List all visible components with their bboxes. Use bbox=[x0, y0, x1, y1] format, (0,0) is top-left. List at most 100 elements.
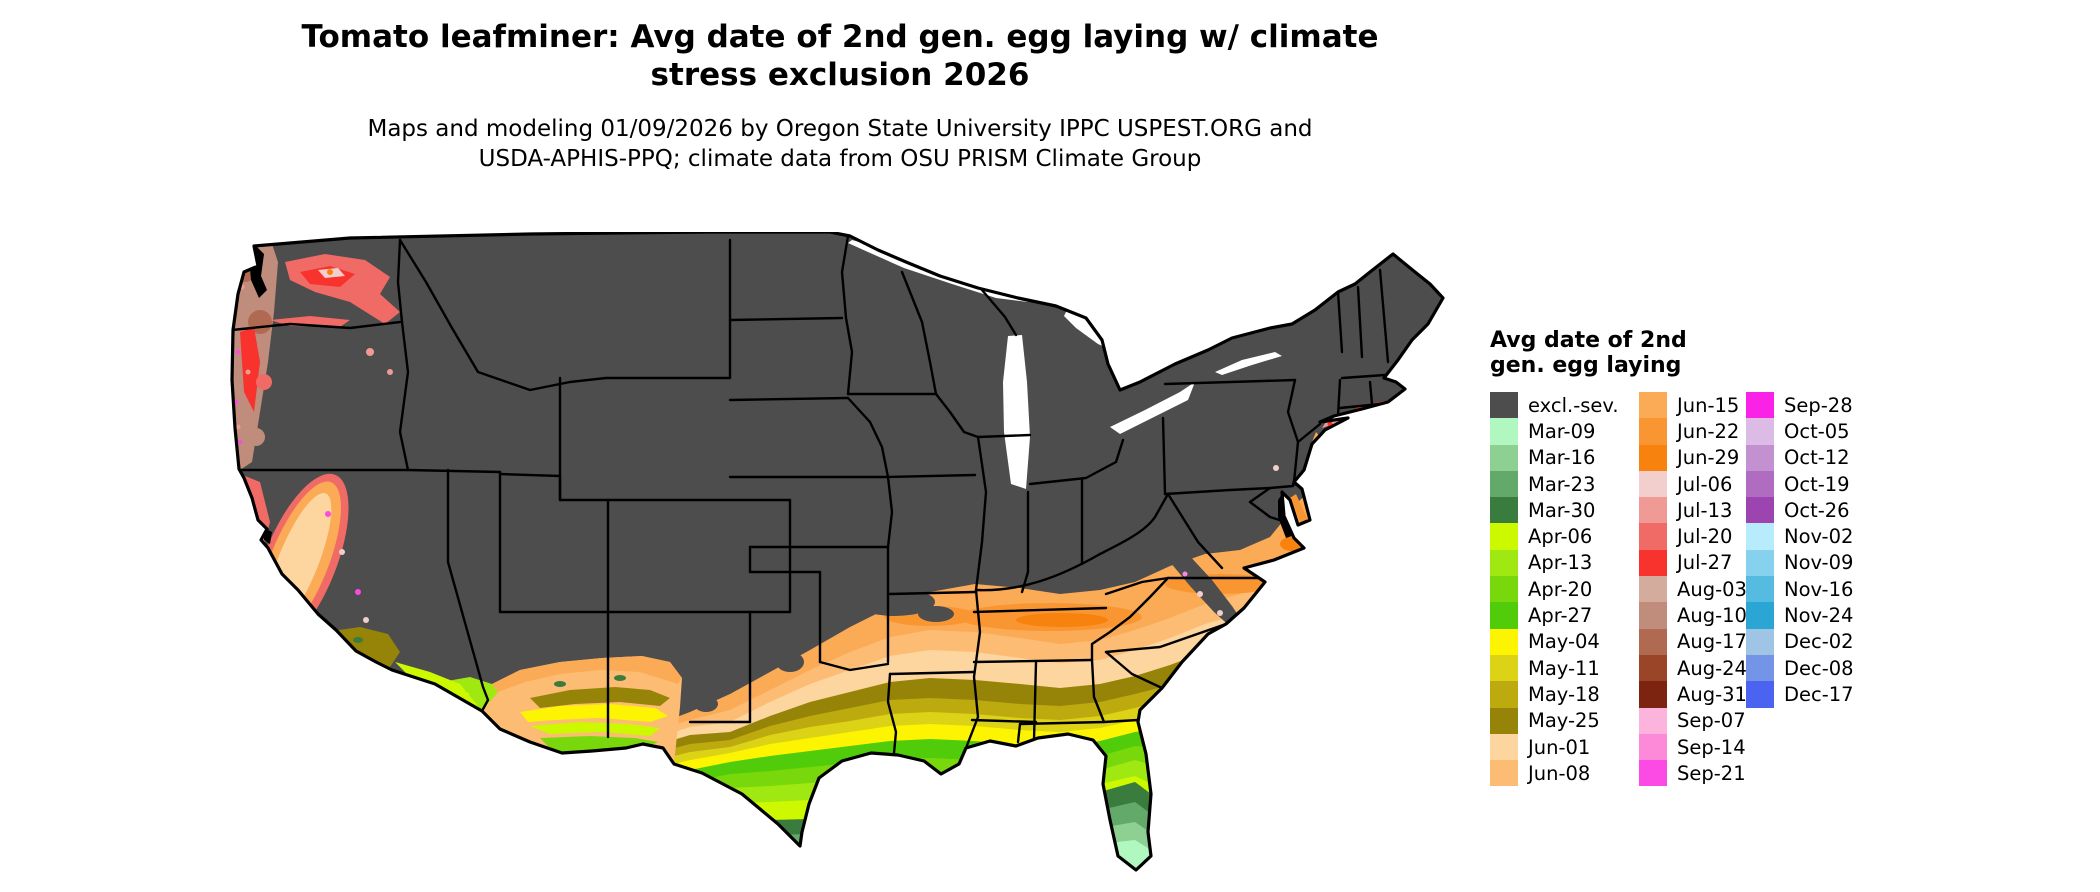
appalachian-specks bbox=[1182, 571, 1223, 616]
legend-swatch bbox=[1639, 628, 1667, 655]
legend-label: Apr-13 bbox=[1528, 551, 1593, 575]
legend-swatch bbox=[1490, 470, 1518, 498]
legend-row: Apr-13 bbox=[1490, 549, 1619, 577]
legend-swatch bbox=[1746, 681, 1774, 708]
legend-label: Jun-08 bbox=[1528, 761, 1591, 785]
legend-row: Dec-02 bbox=[1746, 628, 1854, 655]
legend-swatch bbox=[1639, 523, 1667, 550]
legend-label: May-11 bbox=[1528, 656, 1600, 680]
legend-row: Nov-16 bbox=[1746, 576, 1854, 603]
legend-row: Nov-24 bbox=[1746, 602, 1854, 629]
legend-row: Jun-29 bbox=[1639, 444, 1747, 471]
legend-label: Jul-06 bbox=[1677, 472, 1733, 496]
state-borders bbox=[232, 234, 1390, 755]
band-mar-16 bbox=[570, 822, 1443, 870]
lake-michigan bbox=[1003, 335, 1030, 489]
legend-swatch bbox=[1639, 497, 1667, 524]
legend-label: Oct-05 bbox=[1784, 419, 1850, 443]
legend-label: Aug-24 bbox=[1677, 656, 1747, 680]
legend-swatch bbox=[1746, 576, 1774, 603]
legend-swatch bbox=[1639, 760, 1667, 787]
legend-swatch bbox=[1746, 602, 1774, 629]
map-title: Tomato leafminer: Avg date of 2nd gen. e… bbox=[0, 18, 1680, 94]
legend-label: Dec-02 bbox=[1784, 630, 1854, 654]
legend-label: Oct-26 bbox=[1784, 498, 1850, 522]
legend-label: Nov-16 bbox=[1784, 577, 1854, 601]
legend-label: Nov-09 bbox=[1784, 551, 1854, 575]
header: Tomato leafminer: Avg date of 2nd gen. e… bbox=[0, 18, 1680, 174]
pacific-northwest-zone bbox=[232, 238, 400, 470]
legend-swatch bbox=[1639, 654, 1667, 682]
us-map bbox=[230, 232, 1445, 892]
legend-swatch bbox=[1639, 707, 1667, 734]
legend-label: Nov-02 bbox=[1784, 525, 1854, 549]
legend-row: Mar-09 bbox=[1490, 418, 1619, 445]
legend-row: Nov-02 bbox=[1746, 523, 1854, 550]
legend-swatch bbox=[1490, 392, 1518, 419]
legend-label: Sep-14 bbox=[1677, 735, 1746, 759]
legend-swatch bbox=[1639, 602, 1667, 629]
band-mar-09 bbox=[570, 840, 1443, 870]
legend-label: Sep-21 bbox=[1677, 761, 1746, 785]
legend-swatch bbox=[1490, 654, 1518, 682]
legend-label: Mar-09 bbox=[1528, 419, 1596, 443]
legend-swatch bbox=[1639, 549, 1667, 577]
legend-swatch bbox=[1490, 523, 1518, 550]
legend-label: Aug-31 bbox=[1677, 682, 1747, 706]
legend-label: Aug-17 bbox=[1677, 630, 1747, 654]
legend-label: Jul-27 bbox=[1677, 551, 1733, 575]
map-title-line2: stress exclusion 2026 bbox=[650, 57, 1030, 93]
legend-row: Mar-23 bbox=[1490, 470, 1619, 498]
map-subtitle: Maps and modeling 01/09/2026 by Oregon S… bbox=[0, 114, 1680, 174]
legend-row: Jun-15 bbox=[1639, 392, 1747, 419]
legend-label: Apr-20 bbox=[1528, 577, 1593, 601]
legend-swatch bbox=[1490, 760, 1518, 787]
legend-row: Oct-19 bbox=[1746, 470, 1854, 498]
legend-swatch bbox=[1490, 681, 1518, 708]
legend-row: Jul-27 bbox=[1639, 549, 1747, 577]
legend: Avg date of 2nd gen. egg laying excl.-se… bbox=[1490, 328, 1970, 787]
legend-row: Aug-31 bbox=[1639, 681, 1747, 708]
band-mar-23 bbox=[570, 802, 1443, 870]
legend-swatch bbox=[1490, 602, 1518, 629]
us-outline bbox=[230, 232, 1445, 872]
arizona-southwest-zone bbox=[410, 656, 682, 764]
legend-label: Mar-23 bbox=[1528, 472, 1596, 496]
legend-label: Sep-28 bbox=[1784, 393, 1853, 417]
legend-swatch bbox=[1746, 470, 1774, 498]
legend-label: Mar-30 bbox=[1528, 498, 1596, 522]
legend-row: Sep-07 bbox=[1639, 707, 1747, 734]
legend-label: Jun-01 bbox=[1528, 735, 1591, 759]
legend-label: Jul-20 bbox=[1677, 525, 1733, 549]
legend-row: Apr-06 bbox=[1490, 523, 1619, 550]
legend-label: Jun-15 bbox=[1677, 393, 1740, 417]
legend-label: Apr-06 bbox=[1528, 525, 1593, 549]
legend-label: Jun-29 bbox=[1677, 446, 1740, 470]
legend-row: Sep-14 bbox=[1639, 733, 1747, 761]
legend-swatch bbox=[1490, 707, 1518, 734]
legend-swatch bbox=[1639, 444, 1667, 471]
legend-title-line2: gen. egg laying bbox=[1490, 353, 1682, 378]
legend-row: May-11 bbox=[1490, 654, 1619, 682]
legend-swatch bbox=[1639, 681, 1667, 708]
band-mar-30 bbox=[570, 782, 1443, 870]
legend-row: Jun-08 bbox=[1490, 760, 1619, 787]
legend-label: May-04 bbox=[1528, 630, 1600, 654]
legend-swatch bbox=[1639, 470, 1667, 498]
legend-row: May-18 bbox=[1490, 681, 1619, 708]
legend-row: Apr-20 bbox=[1490, 576, 1619, 603]
legend-swatch bbox=[1746, 497, 1774, 524]
legend-row: Dec-08 bbox=[1746, 654, 1854, 682]
legend-column: Sep-28 Oct-05 Oct-12 Oct-19 Oct-26 Nov-02 Nov-… bbox=[1746, 392, 1854, 708]
legend-label: May-25 bbox=[1528, 709, 1600, 733]
legend-label: Sep-07 bbox=[1677, 709, 1746, 733]
legend-title: Avg date of 2nd gen. egg laying bbox=[1490, 328, 1970, 378]
map-title-line1: Tomato leafminer: Avg date of 2nd gen. e… bbox=[301, 19, 1379, 55]
legend-row: Apr-27 bbox=[1490, 602, 1619, 629]
legend-swatch bbox=[1746, 392, 1774, 419]
legend-row: Oct-12 bbox=[1746, 444, 1854, 471]
legend-row: Mar-16 bbox=[1490, 444, 1619, 471]
legend-column: excl.-sev. Mar-09 Mar-16 Mar-23 Mar-30 Apr-06… bbox=[1490, 392, 1619, 787]
legend-label: Dec-08 bbox=[1784, 656, 1854, 680]
legend-swatch bbox=[1746, 549, 1774, 577]
